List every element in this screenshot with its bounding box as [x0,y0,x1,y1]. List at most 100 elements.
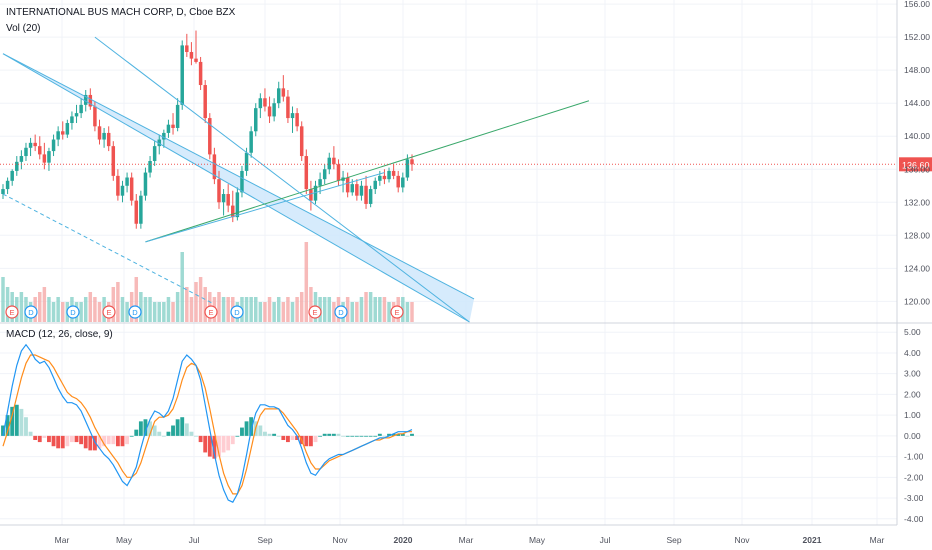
macd-tick-label: 1.00 [904,410,921,420]
volume-bar [56,297,60,322]
volume-bar [93,297,97,322]
candle-body [120,185,125,196]
candle-body [368,189,373,204]
macd-histogram-bar [106,435,111,445]
macd-histogram-bar [74,435,79,443]
volume-bar [304,242,309,322]
volume-bar [359,297,364,322]
macd-histogram-bar [377,433,382,436]
macd-histogram-bar [391,433,396,436]
macd-histogram-bar [33,435,38,441]
candle-body [83,94,88,105]
volume-bar [322,297,327,322]
macd-tick-label: -3.00 [904,493,924,503]
event-marker-earnings [204,305,218,319]
event-marker-letter: D [234,308,240,317]
macd-histogram-bar [14,404,19,436]
volume-bar [19,292,24,322]
price-tick-label: 136.00 [904,164,930,174]
time-tick-label: Sep [666,535,681,545]
candle-body [272,103,276,117]
candle-body [235,192,240,218]
macd-histogram-bar [37,435,42,443]
candle-body [359,185,364,196]
time-tick-label: Jul [600,535,611,545]
macd-tick-label: 2.00 [904,389,921,399]
macd-histogram-bar [373,435,378,437]
event-marker-dividend [128,305,142,319]
macd-histogram-bar [258,425,263,436]
macd-histogram-bar [410,433,414,436]
volume-bar [162,302,166,322]
macd-tick-label: 5.00 [904,327,921,337]
macd-histogram-bar [322,433,327,436]
time-tick-label: Nov [734,535,750,545]
macd-pane [1,343,414,503]
macd-histogram-bar [263,431,267,436]
trendlines[interactable] [2,36,590,323]
volume-bar [249,297,253,322]
macd-histogram-bar [115,435,120,447]
symbol-title: INTERNATIONAL BUS MACH CORP, D, Cboe BZX [6,7,236,18]
candle-body [318,179,322,186]
candle-body [401,177,405,188]
macd-histogram-bar [70,435,74,443]
volume-bar [382,297,387,322]
candle-body [194,58,198,62]
volume-bar [263,302,267,322]
event-marker-dividend [334,305,348,319]
candle-body [116,175,120,196]
candle-body [157,139,161,147]
price-tick-label: 152.00 [904,32,930,42]
event-marker-letter: E [208,308,213,317]
candle-body [152,146,157,161]
volume-bar [378,297,382,322]
candle-body [286,96,290,119]
candle-body [139,195,143,224]
macd-histogram-bar [207,435,212,457]
macd-histogram-bar [244,421,249,436]
macd-histogram-bar [272,433,277,436]
time-tick-label: Nov [332,535,348,545]
candle-body [290,113,295,119]
time-tick-label: 2021 [803,535,822,545]
volume-bar [203,287,207,322]
volume-bar [295,297,299,322]
macd-histogram-bar [212,435,217,459]
candle-body [79,104,83,114]
candle-body [134,200,139,224]
candle-body [162,132,166,140]
macd-histogram-bar [143,419,148,436]
event-marker-dividend [24,305,38,319]
macd-histogram-bar [290,435,295,441]
candle-body [387,170,391,180]
event-marker-letter: E [9,308,14,317]
candle-body [332,157,336,165]
macd-histogram-bar [120,435,125,447]
price-tick-label: 124.00 [904,263,930,273]
event-marker-earnings [102,305,116,319]
price-tick-label: 144.00 [904,98,930,108]
volume-bar [327,297,332,322]
trendline-rising-support-blue [145,172,385,243]
macd-histogram-bar [60,435,65,449]
candle-body [373,180,377,190]
candle-body [93,106,97,127]
volume-bar [290,302,295,322]
last-price-label: 136.60 [902,160,930,170]
trendline-lower-triangle-edge [2,53,470,323]
candle-body [309,189,313,201]
candle-body [5,180,10,190]
candle-body [180,45,184,105]
macd-histogram-bar [198,435,203,443]
macd-histogram-bar [97,435,102,449]
candle-body [267,106,272,117]
time-tick-label: Mar [459,535,474,545]
macd-histogram-bar [249,417,254,436]
event-marker-earnings [308,305,322,319]
candle-body [88,94,93,107]
candle-body [38,146,42,155]
